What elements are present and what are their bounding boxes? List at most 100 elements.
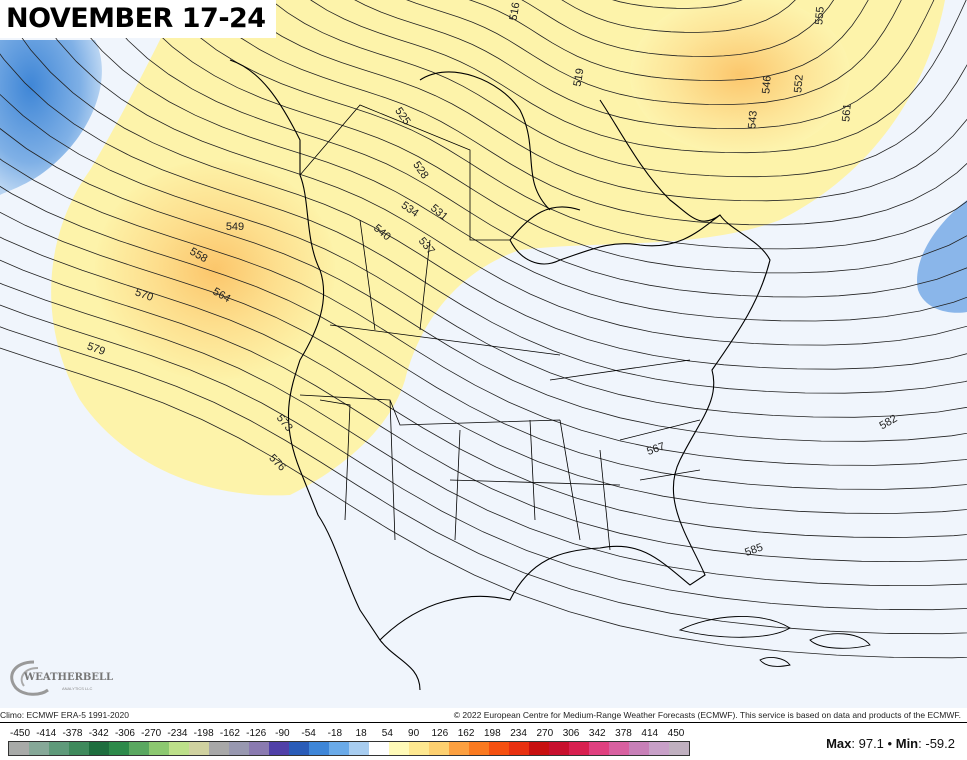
contour-line [561,0,796,33]
colorbar-swatch [209,742,229,755]
contour-line [0,236,967,538]
colorbar-swatch [349,742,369,755]
colorbar-swatch [569,742,589,755]
colorbar-swatch [89,742,109,755]
colorbar-swatch [609,742,629,755]
colorbar-swatch [649,742,669,755]
contour-line [128,0,967,274]
contour-label: 543 [746,110,760,129]
contour-label: 546 [760,75,774,94]
colorbar-tick-label: -306 [114,728,135,739]
colorbar-swatch [229,742,249,755]
colorbar-swatch [309,742,329,755]
contour-line [0,347,967,659]
colorbar-tick-label: -450 [9,728,31,739]
colorbar-swatch [269,742,289,755]
contour-line [354,0,935,130]
colorbar-tick-label: -198 [193,728,214,739]
colorbar-tick-label: 450 [667,728,685,739]
negative-anomaly-east [917,200,967,313]
colorbar-swatch [189,742,209,755]
contour-line [62,0,967,322]
colorbar-labels: -450 -414 -378 -342 -306 -270 -234 -198 -162 -126… [8,728,688,740]
separator: • [887,736,893,751]
colorbar-swatch [109,742,129,755]
colorbar-swatch [589,742,609,755]
min-label: Min [895,736,919,751]
contour-line [30,0,967,346]
colorbar-tick-label: 54 [381,728,393,739]
contour-line [0,282,967,587]
contour-label: 516 [508,1,523,21]
max-label: Max [826,736,852,751]
state-province-borders [299,104,701,551]
contour-label: 552 [792,74,806,93]
colorbar-swatch [369,742,389,755]
caribbean-islands [678,616,871,667]
max-min-readout: Max: 97.1 • Min: -59.2 [826,736,955,751]
contour-line [612,0,743,9]
colorbar-tick-label: 234 [510,728,527,739]
climo-credit: Climo: ECMWF ERA-5 1991-2020 [0,710,129,720]
colorbar-swatch [29,742,49,755]
coastline-north-america [229,59,771,691]
colorbar-swatch [9,742,29,755]
contour-label: 579 [85,340,106,358]
contour-line [0,53,967,394]
colorbar-swatch [429,742,449,755]
colorbar-tick-label: 198 [483,728,501,739]
contour-label: 549 [226,221,244,233]
colorbar-tick-label: 306 [562,728,580,739]
contour-label: 570 [133,286,154,304]
colorbar-swatch [469,742,489,755]
colorbar-swatch [49,742,69,755]
colorbar-tick-label: 90 [408,728,420,739]
colorbar-swatch [389,742,409,755]
contour-line [406,0,902,106]
contour-label: 561 [840,103,854,122]
contour-line [310,0,967,154]
colorbar-tick-label: -90 [275,728,290,739]
contour-line [0,128,967,442]
contour-line [0,326,967,635]
logo-subtext: ANALYTICS LLC [62,686,93,691]
contour-line [0,211,967,514]
warm-core-east [630,0,850,155]
contour-label: 585 [743,541,764,559]
weatherbell-logo [10,660,49,696]
colorbar-tick-label: -270 [141,728,162,739]
colorbar-tick-label: -234 [167,728,188,739]
colorbar-swatch [509,742,529,755]
colorbar-swatch [669,742,689,755]
colorbar-swatch [329,742,349,755]
colorbar-swatch [629,742,649,755]
contour-label: 555 [813,6,827,25]
contour-line [0,158,967,466]
colorbar-swatch [449,742,469,755]
colorbar-tick-label: 270 [536,728,554,739]
max-value: 97.1 [858,736,884,751]
contour-line [0,2,967,370]
colorbar-tick-label: -162 [219,728,240,739]
colorbar [8,741,690,756]
min-value: -59.2 [925,736,955,751]
colorbar-tick-label: 126 [431,728,449,739]
contour-line [0,259,967,563]
contour-line [468,0,869,81]
colorbar-swatch [69,742,89,755]
logo-text: WEATHERBELL [24,672,114,683]
colorbar-swatch [169,742,189,755]
warm-core-west [95,160,335,380]
colorbar-tick-label: -378 [62,728,83,739]
colorbar-tick-label: -54 [301,728,316,739]
colorbar-tick-label: 342 [588,728,606,739]
map-title: NOVEMBER 17-24 [0,0,276,38]
contour-line [95,0,967,298]
colorbar-tick-label: 162 [457,728,475,739]
copyright-credit: © 2022 European Centre for Medium-Range … [453,710,961,720]
negative-anomaly-northwest [0,40,102,195]
colorbar-swatch [289,742,309,755]
contour-label: 519 [572,67,587,87]
contour-line [0,185,967,490]
